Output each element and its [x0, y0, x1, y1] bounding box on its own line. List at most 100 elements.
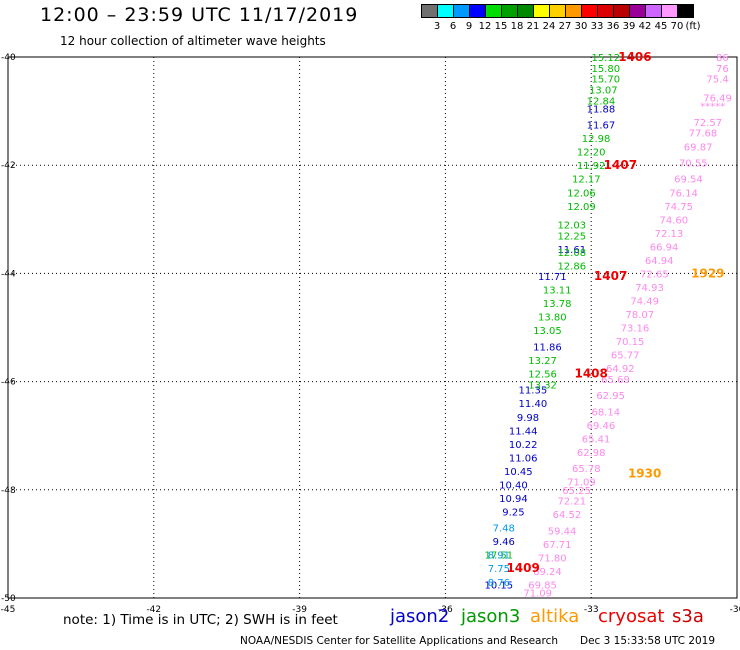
wave-height-label: 71.09 [567, 478, 596, 489]
color-scale-label: 45 [654, 21, 668, 32]
wave-height-label: 69.54 [674, 175, 703, 186]
legend-jason2: jason2 [390, 606, 450, 627]
wave-height-label: 15.70 [591, 75, 620, 86]
lat-tick-label: -46 [1, 378, 16, 388]
color-scale-label: 6 [449, 21, 457, 32]
color-scale-label: 36 [606, 21, 620, 32]
legend-cryosat: cryosat [598, 606, 665, 627]
wave-height-label: 11.86 [533, 342, 562, 353]
wave-height-label: 74.60 [659, 215, 688, 226]
wave-height-label: 65.25 [562, 486, 591, 497]
lat-tick-label: -48 [1, 486, 16, 496]
wave-height-label: 10.22 [509, 440, 538, 451]
pass-label: 1407 [594, 269, 627, 283]
wave-height-label: 70.55 [679, 158, 708, 169]
color-scale-labels: 3 6 9 12 15 18 21 24 27 30 33 36 39 42 45 70 (ft) [421, 21, 740, 33]
wave-height-label: 9.25 [502, 507, 524, 518]
wave-height-label: 10.94 [499, 494, 528, 505]
color-scale-label: 24 [542, 21, 556, 32]
wave-height-label: 12.25 [557, 232, 586, 243]
wave-height-label: 8.76 [488, 578, 510, 589]
wave-height-label: 13.11 [543, 286, 572, 297]
wave-height-label: 75.4 [706, 75, 728, 86]
wave-height-label: 72.65 [640, 269, 669, 280]
legend-altika: altika [530, 606, 580, 627]
wave-height-label: 11.67 [587, 121, 616, 132]
lat-tick-label: -42 [1, 161, 16, 171]
color-scale-label: 27 [558, 21, 572, 32]
color-scale-label: 30 [574, 21, 588, 32]
wave-height-label: 74.75 [664, 202, 693, 213]
wave-height-label: 86 [716, 53, 729, 64]
wave-height-label: 12.09 [567, 202, 596, 213]
wave-height-label: 65.77 [611, 351, 640, 362]
wave-height-label: 12.56 [528, 369, 557, 380]
wave-height-label: 77.68 [689, 129, 718, 140]
wave-height-label: 78.07 [625, 310, 654, 321]
wave-height-label: 74.93 [635, 283, 664, 294]
wave-height-label: 11.92 [577, 161, 606, 172]
wave-height-label: 12.20 [577, 148, 606, 159]
wave-height-label: 76.49 [703, 94, 732, 105]
lon-tick-label: -36 [438, 605, 453, 615]
wave-height-label: 69.85 [528, 580, 557, 591]
wave-height-label: 12.06 [567, 188, 596, 199]
wave-height-label: 13.78 [543, 299, 572, 310]
wave-height-label: 13.05 [533, 326, 562, 337]
wave-height-label: 7.75 [488, 564, 510, 575]
wave-height-label: 12.17 [572, 175, 601, 186]
lon-tick-label: -39 [292, 605, 307, 615]
lat-tick-label: -44 [1, 269, 16, 279]
color-scale-label: 39 [622, 21, 636, 32]
wave-height-label: 11.06 [509, 453, 538, 464]
wave-height-label: 13.32 [528, 380, 557, 391]
wave-height-label: 59.44 [548, 526, 577, 537]
wave-height-label: 70.15 [616, 337, 645, 348]
wave-height-label: 8.91 [488, 551, 510, 562]
wave-height-label: 12.86 [557, 261, 586, 272]
wave-height-label: 72.57 [694, 118, 723, 129]
wave-height-label: 69.46 [587, 421, 616, 432]
wave-height-label: 11.88 [587, 104, 616, 115]
wave-height-label: 69.87 [684, 142, 713, 153]
lon-tick-label: -33 [584, 605, 599, 615]
footer-credit: NOAA/NESDIS Center for Satellite Applica… [240, 635, 558, 647]
wave-height-label: 11.44 [509, 426, 538, 437]
page-title: 12:00 – 23:59 UTC 11/17/2019 [40, 4, 359, 26]
wave-height-label: 73.16 [621, 324, 650, 335]
pass-label: 1929 [691, 266, 724, 280]
color-scale-label: 70 [670, 21, 684, 32]
wave-height-label: 7.48 [493, 524, 515, 535]
wave-height-label: 69.24 [533, 567, 562, 578]
wave-height-label: 67.71 [543, 540, 572, 551]
wave-height-label: 72.21 [557, 497, 586, 508]
wave-height-label: 12.98 [582, 134, 611, 145]
color-scale-label: 21 [526, 21, 540, 32]
wave-height-label: 64.94 [645, 256, 674, 267]
wave-height-label: 13.07 [589, 85, 618, 96]
wave-height-label: 15.80 [591, 64, 620, 75]
wave-height-label: 9.46 [493, 537, 515, 548]
page-subtitle: 12 hour collection of altimeter wave hei… [60, 34, 326, 48]
wave-height-label: 10.45 [504, 467, 533, 478]
pass-label: 1406 [618, 50, 651, 64]
wave-height-label: 64.92 [606, 364, 635, 375]
wave-height-label: 71.09 [523, 589, 552, 600]
wave-height-label: 11.61 [557, 245, 586, 256]
footer-timestamp: Dec 3 15:33:58 UTC 2019 [580, 635, 716, 647]
wave-height-label: 12.03 [557, 221, 586, 232]
color-scale [421, 4, 694, 18]
wave-height-label: 65.78 [572, 464, 601, 475]
wave-height-label: 12.08 [557, 248, 586, 259]
legend-s3a: s3a [672, 606, 704, 627]
pass-label: 1407 [604, 158, 637, 172]
wave-height-label: 76.14 [669, 188, 698, 199]
color-swatch [677, 4, 694, 18]
plot-frame [7, 56, 738, 599]
wave-height-label: 13.27 [528, 356, 557, 367]
pass-label: 1409 [506, 561, 539, 575]
wave-height-label: 64.52 [553, 510, 582, 521]
color-scale-label: 33 [590, 21, 604, 32]
wave-height-label: 68.14 [591, 407, 620, 418]
